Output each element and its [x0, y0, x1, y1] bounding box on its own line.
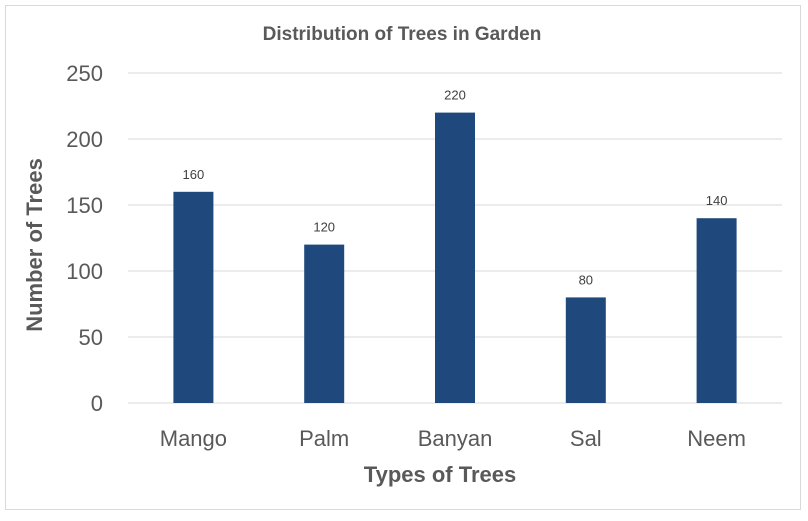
y-tick-label: 50 — [79, 325, 103, 350]
data-labels: 160 120 220 80 140 — [183, 88, 728, 288]
x-tick-label-palm: Palm — [299, 426, 349, 451]
x-tick-label-mango: Mango — [160, 426, 227, 451]
data-label-mango: 160 — [183, 167, 205, 182]
bar-banyan — [435, 112, 475, 403]
x-tick-label-banyan: Banyan — [418, 426, 493, 451]
bar-mango — [173, 191, 214, 403]
x-tick-label-neem: Neem — [687, 426, 746, 451]
y-axis-ticks: 0 50 100 150 200 250 — [66, 61, 103, 416]
x-axis-title: Types of Trees — [364, 462, 516, 487]
y-tick-label: 100 — [66, 259, 103, 284]
y-tick-label: 250 — [66, 61, 103, 86]
chart-title: Distribution of Trees in Garden — [263, 24, 542, 45]
y-tick-label: 150 — [66, 193, 103, 218]
data-label-neem: 140 — [706, 193, 728, 208]
x-tick-label-sal: Sal — [570, 426, 602, 451]
data-label-palm: 120 — [313, 220, 335, 235]
chart-frame — [5, 5, 801, 510]
bars — [173, 112, 737, 403]
bar-sal — [565, 297, 606, 403]
data-label-banyan: 220 — [444, 88, 466, 103]
x-axis-ticks: Mango Palm Banyan Sal Neem — [160, 426, 746, 451]
bar-neem — [696, 218, 737, 403]
y-axis-title: Number of Trees — [22, 158, 47, 332]
y-tick-label: 200 — [66, 127, 103, 152]
data-label-sal: 80 — [579, 272, 593, 287]
y-tick-label: 0 — [91, 391, 103, 416]
bar-palm — [304, 244, 345, 403]
